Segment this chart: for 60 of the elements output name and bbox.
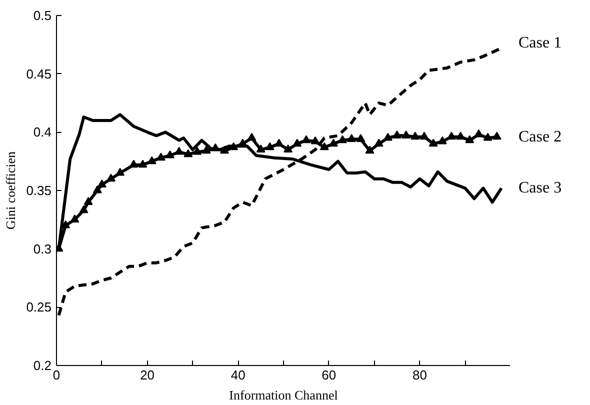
y-tick-label: 0.5 [33, 8, 52, 23]
point [356, 134, 366, 142]
y-tick-label: 0.45 [26, 66, 52, 82]
point [402, 130, 411, 138]
point [274, 138, 284, 147]
point [492, 132, 502, 140]
point [483, 132, 492, 141]
point [147, 156, 156, 164]
x-tick-label: 20 [140, 368, 155, 382]
point [129, 160, 138, 168]
series-label: Case 2 [518, 128, 562, 146]
point [192, 146, 202, 155]
point [284, 144, 293, 152]
point [184, 149, 193, 158]
point [338, 135, 348, 144]
point [265, 142, 274, 150]
y-tick-label: 0.25 [26, 300, 52, 315]
point [292, 138, 302, 147]
x-axis-title: Information Channel [229, 388, 338, 402]
point [374, 138, 384, 147]
point [202, 146, 211, 154]
point [156, 152, 166, 161]
x-tick-label: 80 [412, 368, 427, 382]
point [174, 146, 184, 155]
x-tick-label: 40 [230, 368, 246, 382]
point [438, 136, 447, 144]
point [70, 214, 80, 222]
point [410, 132, 420, 140]
point [247, 132, 256, 141]
point [392, 130, 402, 138]
point [320, 142, 329, 150]
point [347, 134, 356, 142]
point [465, 135, 474, 144]
y-tick-label: 0.3 [33, 241, 52, 256]
point [138, 160, 148, 168]
y-tick-label: 0.4 [33, 124, 52, 140]
point [310, 136, 320, 144]
point [106, 174, 116, 182]
point [383, 132, 392, 141]
point [365, 146, 374, 154]
point [456, 132, 466, 140]
point [474, 129, 484, 138]
point [84, 197, 93, 205]
point [166, 150, 174, 158]
point [256, 144, 266, 152]
series-label: Case 3 [518, 180, 562, 197]
y-tick-label: 0.35 [26, 183, 52, 198]
y-tick-label: 0.2 [33, 358, 52, 373]
point [79, 205, 88, 214]
x-tick-label: 0 [52, 368, 60, 382]
point [97, 180, 106, 188]
point [92, 185, 102, 194]
point [428, 138, 438, 147]
series-label: Case 1 [518, 34, 562, 52]
point [116, 168, 125, 176]
point [420, 132, 429, 140]
point [302, 135, 311, 144]
x-tick-label: 60 [322, 368, 336, 382]
point [328, 138, 338, 147]
y-axis-title: Gini coefficien [3, 150, 18, 230]
